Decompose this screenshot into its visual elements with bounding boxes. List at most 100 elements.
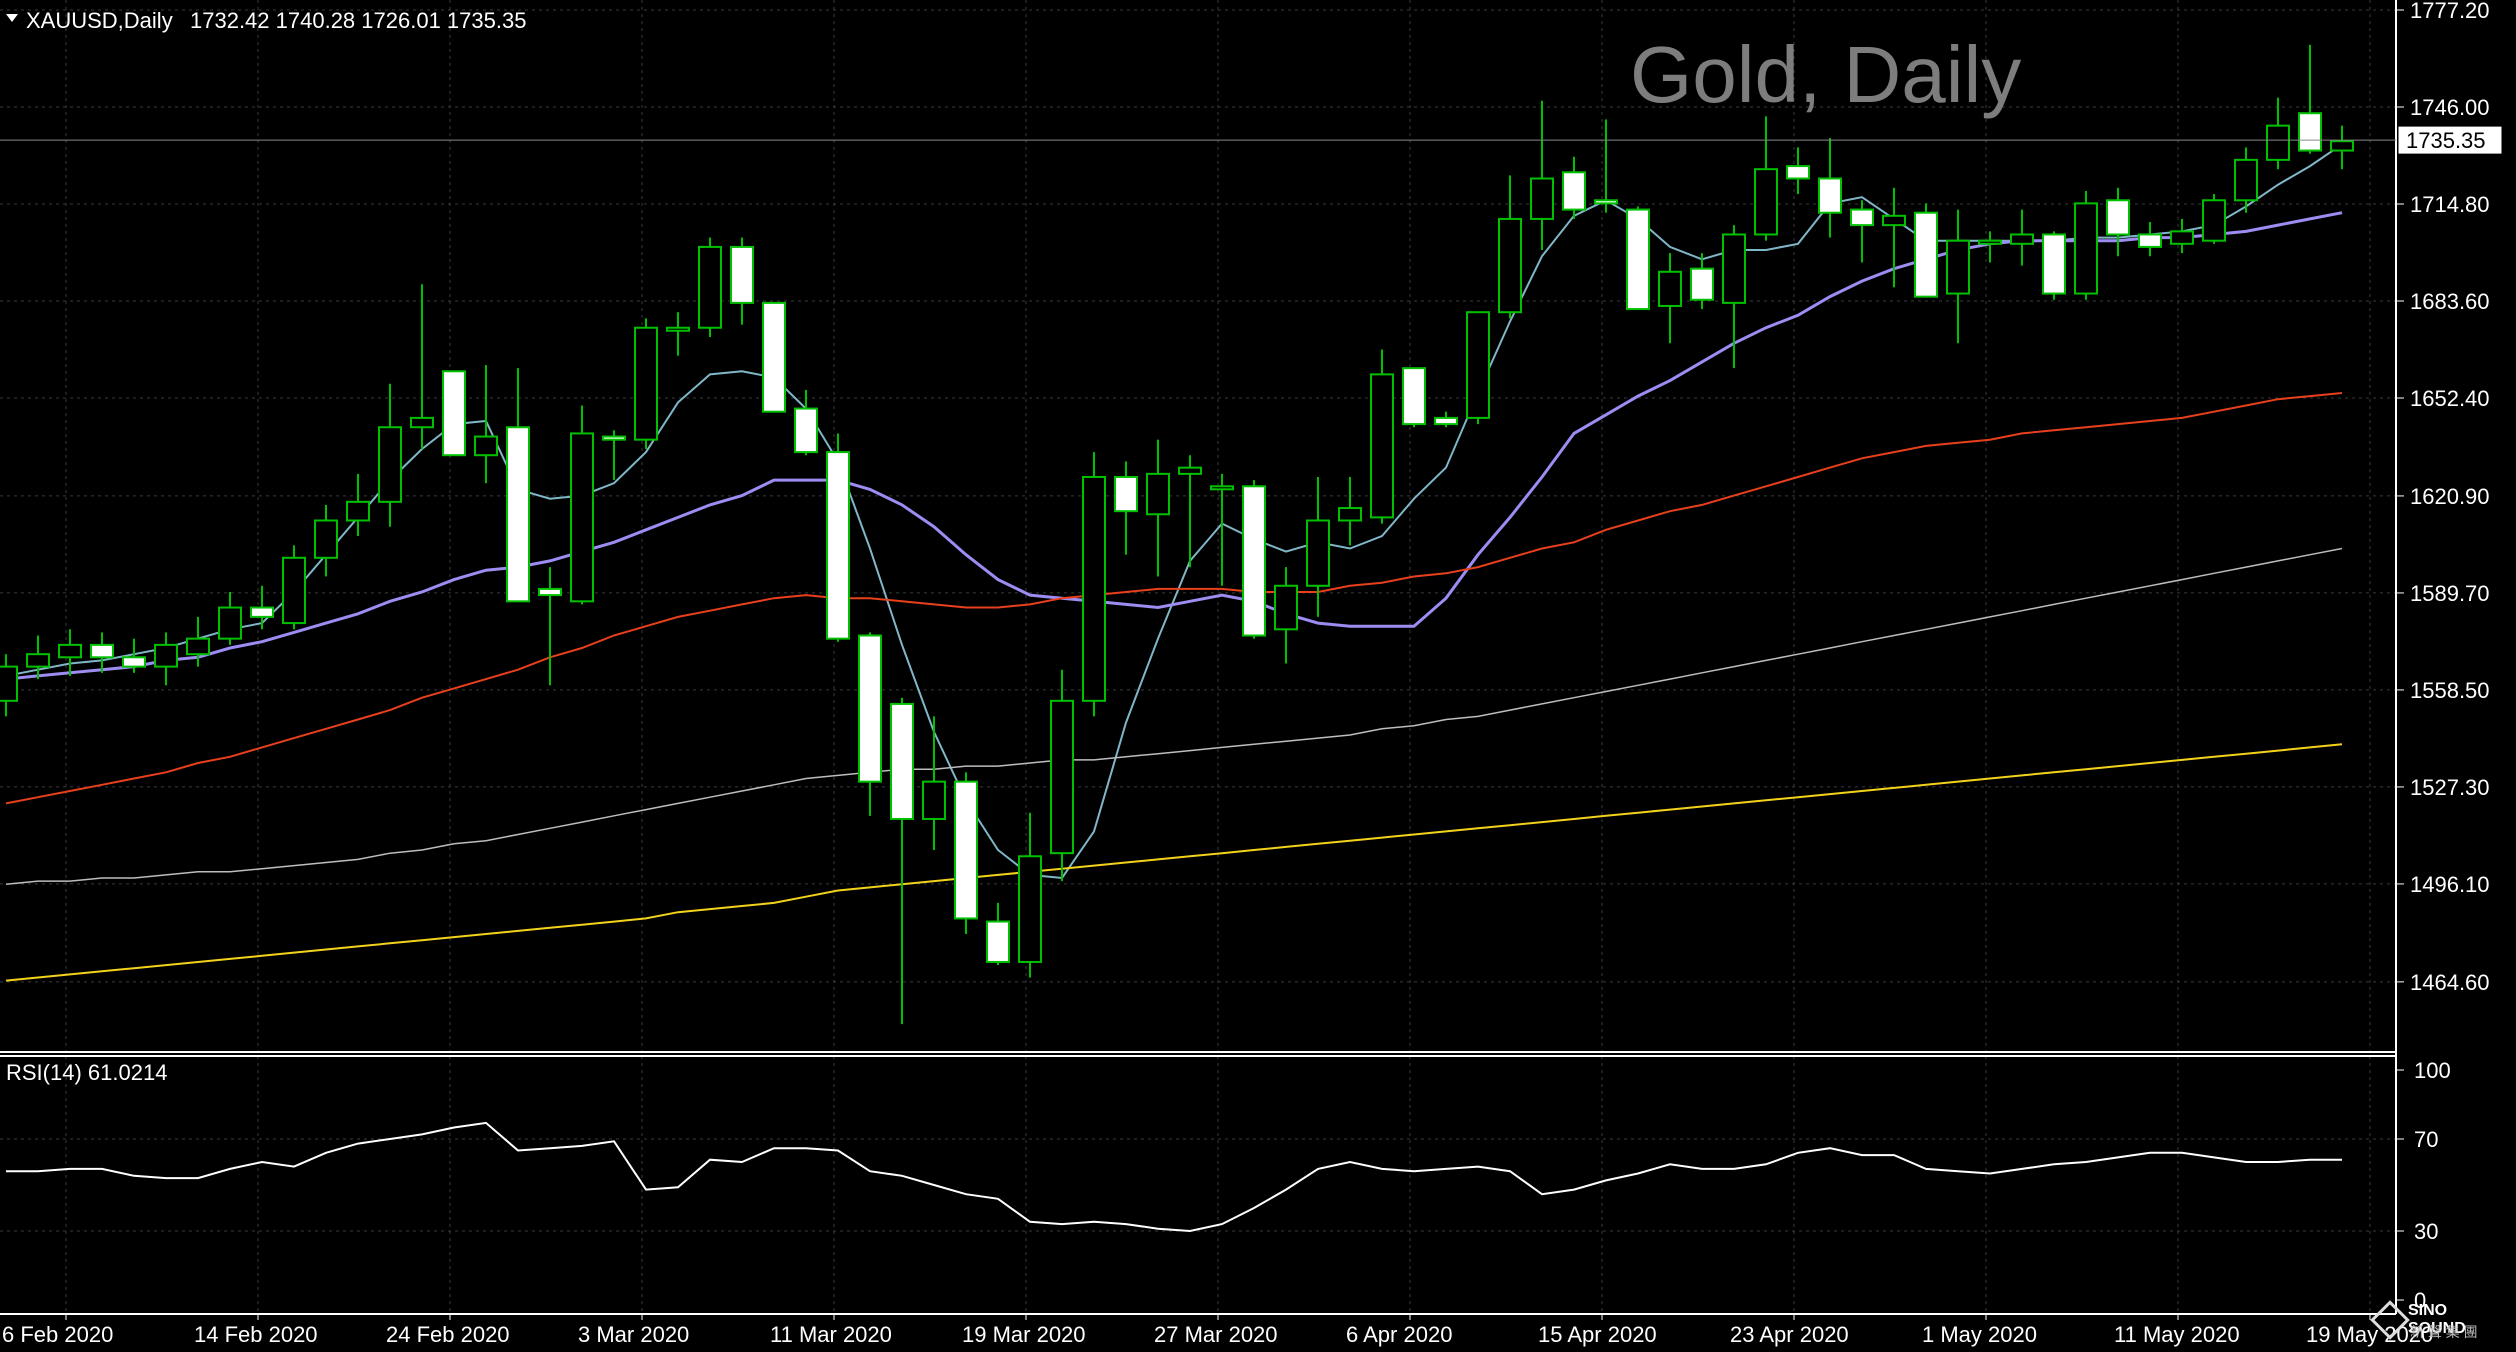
candle bbox=[26, 635, 50, 680]
candle-body-down bbox=[122, 656, 146, 668]
candle bbox=[538, 567, 562, 686]
candle bbox=[954, 772, 978, 934]
candle-body-down bbox=[1914, 211, 1938, 298]
candle-body-down bbox=[602, 435, 626, 441]
candle bbox=[1946, 209, 1970, 344]
candle-body-down bbox=[2138, 233, 2162, 248]
candle bbox=[1722, 225, 1746, 369]
candle bbox=[1242, 480, 1266, 639]
candle bbox=[1402, 367, 1426, 428]
x-tick-label: 11 Mar 2020 bbox=[770, 1322, 892, 1347]
candle bbox=[2202, 194, 2226, 244]
candle-body-up bbox=[2074, 202, 2098, 295]
logo-sub: 新 聲 集 團 bbox=[2410, 1324, 2478, 1340]
candle bbox=[1050, 669, 1074, 882]
candle-body-up bbox=[2202, 199, 2226, 242]
candle-body-up bbox=[1370, 373, 1394, 519]
y-tick-label: 1527.30 bbox=[2410, 775, 2490, 800]
candle bbox=[1498, 175, 1522, 319]
dropdown-triangle-icon[interactable] bbox=[6, 14, 18, 22]
candle bbox=[1082, 452, 1106, 717]
candle-body-up bbox=[1530, 177, 1554, 220]
candle-body-down bbox=[1242, 485, 1266, 637]
candle-body-up bbox=[1146, 472, 1170, 516]
candle-body-up bbox=[378, 426, 402, 503]
candle-body-up bbox=[218, 606, 242, 640]
candle bbox=[1914, 203, 1938, 298]
ohlc-readout: 1732.42 1740.28 1726.01 1735.35 bbox=[190, 8, 526, 33]
candle-body-up bbox=[1498, 217, 1522, 314]
candle bbox=[1786, 147, 1810, 195]
candle bbox=[986, 902, 1010, 966]
candle-body-down bbox=[2042, 233, 2066, 295]
candle-body-up bbox=[2266, 124, 2290, 161]
candle-body-down bbox=[730, 245, 754, 304]
candle bbox=[474, 365, 498, 484]
candle-body-up bbox=[1978, 239, 2002, 245]
candle-body-down bbox=[858, 634, 882, 783]
candle-body-up bbox=[154, 643, 178, 668]
candle bbox=[1434, 411, 1458, 428]
candle bbox=[698, 237, 722, 338]
y-tick-label: 1714.80 bbox=[2410, 192, 2490, 217]
candle-body-down bbox=[826, 451, 850, 640]
candle-body-up bbox=[570, 432, 594, 603]
candle bbox=[122, 638, 146, 673]
y-tick-label: 1746.00 bbox=[2410, 95, 2490, 120]
candle-body-down bbox=[1626, 208, 1650, 311]
symbol-label: XAUUSD,Daily bbox=[26, 8, 173, 33]
candle bbox=[250, 585, 274, 630]
candle bbox=[794, 389, 818, 456]
candle-body-up bbox=[1018, 855, 1042, 963]
candle-body-down bbox=[506, 426, 530, 603]
candle bbox=[0, 654, 18, 717]
candle-body-up bbox=[282, 556, 306, 625]
y-tick-label: 1777.20 bbox=[2410, 0, 2490, 23]
candle-body-down bbox=[1594, 199, 1618, 205]
candle bbox=[186, 616, 210, 667]
y-tick-label: 1496.10 bbox=[2410, 872, 2490, 897]
candle-body-down bbox=[1402, 367, 1426, 426]
candle-body-down bbox=[1562, 171, 1586, 211]
candle bbox=[1818, 138, 1842, 238]
candle-body-down bbox=[538, 587, 562, 597]
candle-body-up bbox=[2170, 230, 2194, 245]
candle-body-down bbox=[1114, 475, 1138, 513]
candle bbox=[2074, 190, 2098, 300]
candle-body-down bbox=[1434, 416, 1458, 426]
candle bbox=[314, 504, 338, 577]
x-tick-label: 3 Mar 2020 bbox=[578, 1322, 689, 1347]
candle bbox=[1530, 100, 1554, 251]
candle bbox=[634, 318, 658, 449]
diamond-logo-icon bbox=[2370, 1300, 2410, 1340]
candle bbox=[922, 716, 946, 851]
candle bbox=[58, 629, 82, 676]
candle-body-up bbox=[1722, 233, 1746, 304]
candle bbox=[1690, 253, 1714, 310]
candle-body-down bbox=[2298, 112, 2322, 152]
candle-body-down bbox=[890, 702, 914, 820]
candle-body-down bbox=[90, 643, 114, 659]
y-tick-label: 1589.70 bbox=[2410, 581, 2490, 606]
candle-body-up bbox=[346, 500, 370, 522]
candle-body-up bbox=[410, 416, 434, 429]
candle-body-up bbox=[1082, 475, 1106, 702]
candle-body-up bbox=[0, 665, 18, 702]
x-tick-label: 1 May 2020 bbox=[1922, 1322, 2037, 1347]
candle bbox=[410, 284, 434, 449]
brand-logo: SINO SOUND 新 聲 集 團 bbox=[2366, 1298, 2506, 1342]
candle-body-down bbox=[250, 606, 274, 618]
candle bbox=[1018, 812, 1042, 978]
candle bbox=[1850, 200, 1874, 263]
rsi-tick-label: 100 bbox=[2414, 1058, 2451, 1083]
candle-body-up bbox=[1466, 311, 1490, 419]
candle-body-down bbox=[794, 407, 818, 454]
candle bbox=[2298, 44, 2322, 154]
candle bbox=[1146, 439, 1170, 577]
candle bbox=[346, 473, 370, 537]
candle bbox=[730, 237, 754, 325]
candle bbox=[890, 697, 914, 1025]
candle bbox=[858, 632, 882, 816]
candle bbox=[602, 430, 626, 481]
